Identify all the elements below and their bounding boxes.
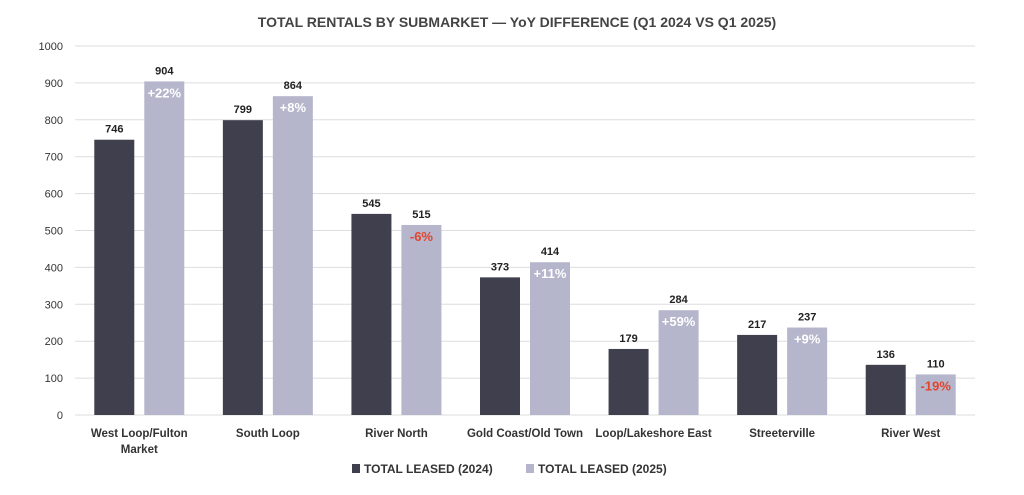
x-tick-label: Gold Coast/Old Town <box>467 428 583 440</box>
bar-2024 <box>608 348 649 415</box>
y-tick-label: 200 <box>45 336 63 348</box>
data-label: 217 <box>748 319 766 331</box>
x-tick-label: Streeterville <box>749 428 815 440</box>
bar-2024 <box>222 120 263 415</box>
bar-2024 <box>351 213 392 415</box>
data-label: 746 <box>105 124 123 136</box>
yoy-change-label: -19% <box>921 378 952 393</box>
bar-2024 <box>737 334 778 415</box>
legend-swatch <box>352 464 360 473</box>
bar-2024 <box>865 364 906 415</box>
legend-label: TOTAL LEASED (2025) <box>538 462 667 476</box>
bar-2025 <box>530 262 570 415</box>
bar-2025 <box>915 374 956 415</box>
data-label: 373 <box>491 261 509 273</box>
data-label: 864 <box>284 80 303 92</box>
bar-2025 <box>658 310 699 415</box>
x-tick-label: River North <box>365 428 428 440</box>
yoy-change-label: +22% <box>147 85 181 100</box>
y-tick-label: 400 <box>45 262 63 274</box>
legend: TOTAL LEASED (2024) TOTAL LEASED (2025) <box>352 462 667 476</box>
yoy-change-label: +9% <box>794 332 821 347</box>
data-label: 110 <box>927 358 945 370</box>
data-label: 237 <box>798 312 816 324</box>
bar-2025 <box>787 327 828 415</box>
yoy-change-label: -6% <box>410 229 434 244</box>
x-tick-label: Loop/Lakeshore East <box>595 428 711 440</box>
yoy-change-label: +8% <box>280 100 307 115</box>
y-tick-label: 100 <box>45 373 63 385</box>
y-tick-label: 800 <box>45 115 63 127</box>
y-tick-label: 1000 <box>39 41 63 53</box>
chart-title: TOTAL RENTALS BY SUBMARKET — YoY DIFFERE… <box>258 14 776 30</box>
x-tick-label: South Loop <box>236 428 300 440</box>
data-label: 136 <box>877 349 895 361</box>
bars: 746 904 +22% 799 864 +8% 545 515 -6% 373 414 +11% 17… <box>94 65 956 416</box>
legend-label: TOTAL LEASED (2024) <box>364 462 493 476</box>
x-axis: West Loop/Fulton Market South Loop River No… <box>91 428 941 456</box>
data-label: 179 <box>619 333 637 345</box>
data-label: 799 <box>234 104 252 116</box>
y-tick-label: 0 <box>57 410 63 422</box>
bar-2025 <box>401 224 442 415</box>
data-label: 545 <box>362 198 380 210</box>
data-label: 904 <box>155 65 174 77</box>
yoy-change-label: +59% <box>662 314 696 329</box>
data-label: 414 <box>541 246 560 258</box>
x-tick-label: River West <box>881 428 940 440</box>
data-label: 515 <box>412 209 430 221</box>
x-tick-label: West Loop/Fulton <box>91 428 188 440</box>
bar-2024 <box>94 139 135 415</box>
x-tick-label: Market <box>121 444 158 456</box>
y-tick-label: 600 <box>45 189 63 201</box>
bar-2025 <box>144 81 185 415</box>
y-axis: 0 100 200 300 400 500 600 700 800 900 1000 <box>39 41 63 422</box>
data-label: 284 <box>669 294 688 306</box>
y-tick-label: 500 <box>45 226 63 238</box>
yoy-change-label: +11% <box>534 266 567 281</box>
y-tick-label: 700 <box>45 152 63 164</box>
gridlines <box>75 45 975 416</box>
y-tick-label: 300 <box>45 299 63 311</box>
legend-swatch <box>526 464 534 473</box>
bar-2025 <box>272 96 313 416</box>
y-tick-label: 900 <box>45 78 63 90</box>
bar-2024 <box>480 277 520 415</box>
